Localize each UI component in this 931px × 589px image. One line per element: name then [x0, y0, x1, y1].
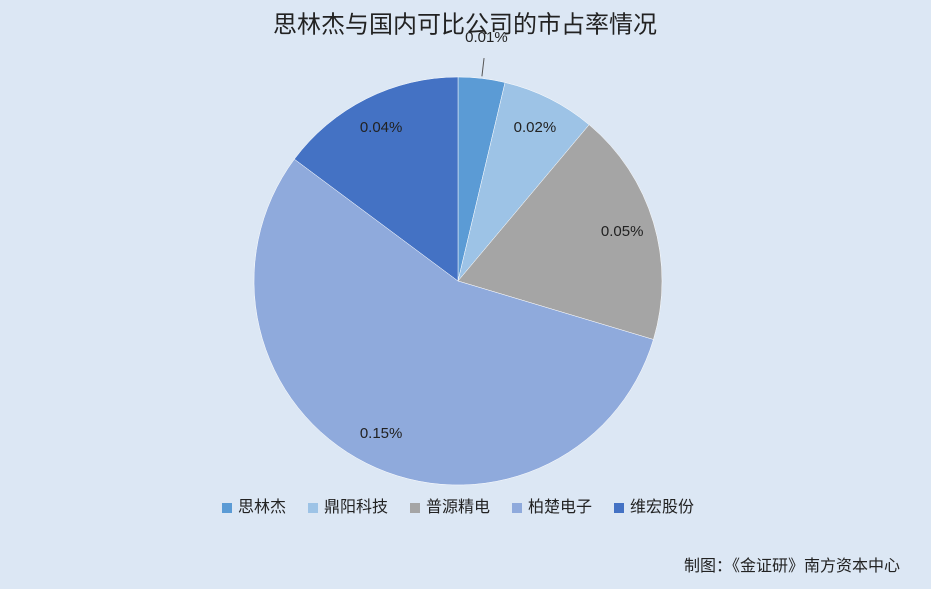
- leader-line: [481, 58, 485, 77]
- legend-swatch: [410, 503, 420, 513]
- source: 制图：《金证研》南方资本中心: [684, 557, 900, 575]
- pie-slice: [457, 124, 663, 340]
- pie-slice: [294, 76, 459, 282]
- legend-swatch: [222, 503, 232, 513]
- chart-title: 思林杰与国内可比公司的市占率情况: [273, 11, 657, 38]
- legend-label: 普源精电: [426, 498, 490, 516]
- legend-swatch: [614, 503, 624, 513]
- data-label: 0.04%: [360, 119, 403, 136]
- legend-label: 鼎阳科技: [324, 498, 388, 516]
- data-label: 0.15%: [360, 425, 403, 442]
- data-label: 0.02%: [514, 119, 557, 136]
- legend-label: 柏楚电子: [528, 498, 592, 516]
- data-label: 0.01%: [465, 29, 508, 46]
- pie-slice: [253, 158, 654, 486]
- legend-swatch: [512, 503, 522, 513]
- legend-label: 思林杰: [238, 498, 286, 516]
- legend-swatch: [308, 503, 318, 513]
- data-label: 0.05%: [601, 223, 644, 240]
- legend-label: 维宏股份: [630, 498, 694, 516]
